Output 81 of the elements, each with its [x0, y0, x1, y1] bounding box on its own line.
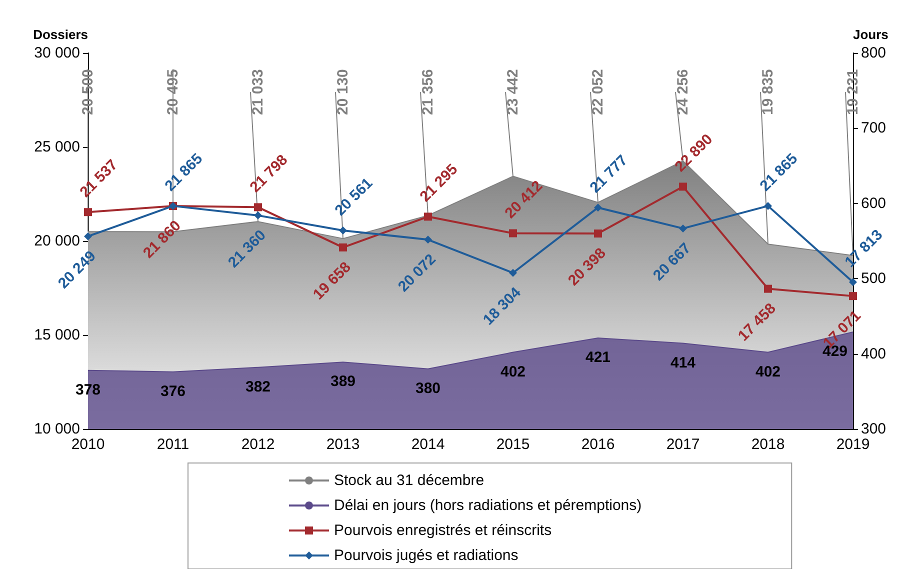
y2-tick-label: 800	[861, 44, 886, 62]
data-label: 421	[585, 349, 611, 366]
point	[254, 203, 262, 212]
data-label: 20 130	[334, 69, 352, 115]
point	[679, 224, 687, 232]
x-tick-label: 2019	[836, 436, 870, 453]
y2-tick-label: 400	[861, 345, 886, 362]
point	[594, 204, 602, 212]
data-label: 21 356	[420, 69, 436, 115]
y-tick-label: 10 000	[34, 420, 80, 438]
point	[849, 292, 857, 300]
data-label: 380	[415, 380, 441, 397]
data-label: 21 865	[756, 150, 802, 195]
y-tick-label: 30 000	[34, 44, 80, 62]
data-label: 23 442	[504, 69, 522, 115]
point	[84, 232, 92, 240]
x-tick-label: 2015	[496, 436, 530, 453]
data-label: 21 295	[416, 160, 462, 206]
data-label: 17 458	[734, 300, 780, 345]
data-label: 17 813	[842, 226, 886, 271]
point	[849, 278, 857, 286]
data-label: 24 256	[674, 69, 692, 115]
data-label: 21 777	[586, 152, 632, 196]
data-label: 21 798	[246, 151, 292, 196]
data-label: 20 412	[502, 178, 546, 222]
x-tick-label: 2011	[156, 436, 190, 453]
data-label: 22 890	[672, 130, 716, 176]
point	[84, 208, 92, 216]
y2-tick-label: 600	[861, 194, 886, 212]
data-label: 20 398	[564, 244, 610, 290]
data-label: 21 860	[140, 217, 184, 262]
y2-tick-label: 500	[861, 270, 886, 288]
data-label: 376	[160, 382, 186, 400]
point	[509, 229, 517, 238]
point	[424, 236, 432, 244]
data-label: 402	[755, 363, 781, 380]
data-label: 21 033	[250, 69, 266, 115]
y2-tick-label: 300	[861, 420, 886, 438]
point	[509, 268, 517, 277]
x-tick-label: 2016	[581, 436, 615, 453]
data-label: 19 658	[310, 258, 354, 304]
y-tick-label: 25 000	[34, 138, 80, 156]
data-label: 21 537	[76, 156, 122, 201]
y-axis-title: Dossiers	[33, 27, 88, 42]
legend-label: Stock au 31 décembre	[334, 472, 484, 489]
data-label: 20 249	[54, 248, 100, 292]
data-label: 389	[330, 373, 356, 390]
point	[254, 211, 262, 220]
data-label: 20 667	[650, 240, 694, 284]
x-tick-label: 2012	[241, 436, 275, 453]
data-label: 21 360	[224, 226, 270, 272]
y-tick-label: 20 000	[34, 232, 80, 250]
data-label: 19 835	[760, 69, 776, 115]
data-label: 414	[670, 354, 696, 372]
point	[679, 182, 687, 191]
legend-label: Délai en jours (hors radiations et péremptions)	[334, 497, 642, 514]
point	[339, 226, 347, 234]
data-label: 382	[245, 378, 271, 396]
y2-tick-label: 700	[861, 120, 886, 137]
x-tick-label: 2010	[71, 436, 105, 453]
point	[339, 243, 347, 252]
data-label: 18 304	[480, 284, 525, 329]
data-label: 21 865	[162, 150, 206, 195]
point	[424, 212, 432, 221]
y2-axis-title: Jours	[853, 27, 888, 42]
data-label: 402	[500, 363, 526, 380]
x-tick-label: 2014	[411, 436, 445, 453]
legend-label: Pourvois jugés et radiations	[334, 547, 518, 564]
point	[764, 202, 772, 210]
x-tick-label: 2017	[666, 436, 700, 453]
data-label: 19 231	[844, 69, 862, 115]
point	[594, 230, 602, 238]
legend-label: Pourvois enregistrés et réinscrits	[334, 522, 552, 539]
y-tick-label: 15 000	[34, 326, 80, 344]
point	[764, 284, 772, 293]
data-label: 20 561	[332, 174, 376, 220]
data-label: 20 072	[394, 250, 440, 296]
data-label: 22 052	[590, 69, 606, 115]
data-label: 378	[75, 381, 101, 398]
x-tick-label: 2018	[751, 436, 785, 453]
x-tick-label: 2013	[326, 436, 360, 453]
